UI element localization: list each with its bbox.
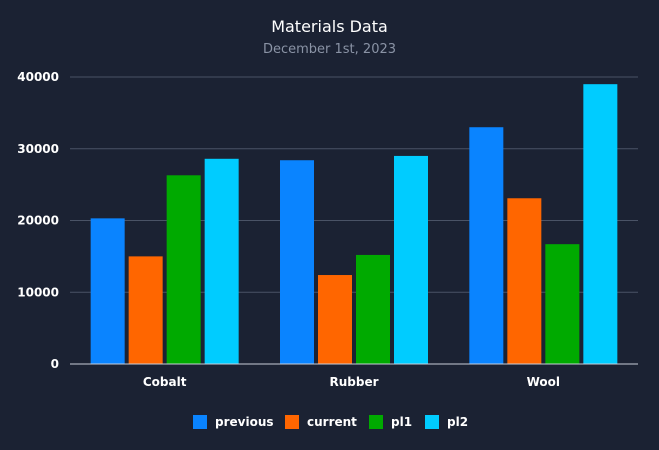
bar-pl2-rubber[interactable] <box>394 155 428 364</box>
x-axis-ticks: Cobalt Rubber Wool <box>143 375 560 389</box>
legend-item-pl2[interactable]: pl2 <box>425 415 468 429</box>
bar-current-cobalt[interactable] <box>128 256 163 364</box>
bar-pl2-cobalt[interactable] <box>204 158 239 364</box>
y-tick-label: 10000 <box>17 285 59 299</box>
x-tick-label: Cobalt <box>143 375 187 389</box>
y-tick-label: 0 <box>51 357 59 371</box>
legend-item-current[interactable]: current <box>285 415 357 429</box>
bar-previous-cobalt[interactable] <box>90 218 125 364</box>
bars <box>90 84 618 365</box>
chart-title: Materials Data <box>271 17 388 36</box>
x-tick-label: Rubber <box>329 375 378 389</box>
legend-label: previous <box>215 415 274 429</box>
bar-pl1-wool[interactable] <box>545 244 580 364</box>
legend-item-pl1[interactable]: pl1 <box>369 415 412 429</box>
x-tick-label: Wool <box>527 375 560 389</box>
y-axis-ticks: 0 10000 20000 30000 40000 <box>17 70 59 371</box>
legend-swatch <box>193 415 207 429</box>
y-tick-label: 20000 <box>17 214 59 228</box>
legend-label: pl2 <box>447 415 468 429</box>
bar-pl2-wool[interactable] <box>583 84 618 365</box>
legend-label: current <box>307 415 357 429</box>
y-tick-label: 40000 <box>17 70 59 84</box>
bar-current-wool[interactable] <box>507 198 542 364</box>
bar-current-rubber[interactable] <box>318 275 352 364</box>
legend-swatch <box>369 415 383 429</box>
bar-previous-rubber[interactable] <box>280 160 314 364</box>
legend-swatch <box>425 415 439 429</box>
legend[interactable]: previous current pl1 pl2 <box>193 415 468 429</box>
y-tick-label: 30000 <box>17 142 59 156</box>
grid-lines <box>70 76 638 293</box>
legend-label: pl1 <box>391 415 412 429</box>
legend-swatch <box>285 415 299 429</box>
bar-previous-wool[interactable] <box>469 127 504 364</box>
chart-subtitle: December 1st, 2023 <box>263 42 396 57</box>
legend-item-previous[interactable]: previous <box>193 415 274 429</box>
bar-pl1-cobalt[interactable] <box>166 175 201 364</box>
bar-pl1-rubber[interactable] <box>356 254 390 364</box>
